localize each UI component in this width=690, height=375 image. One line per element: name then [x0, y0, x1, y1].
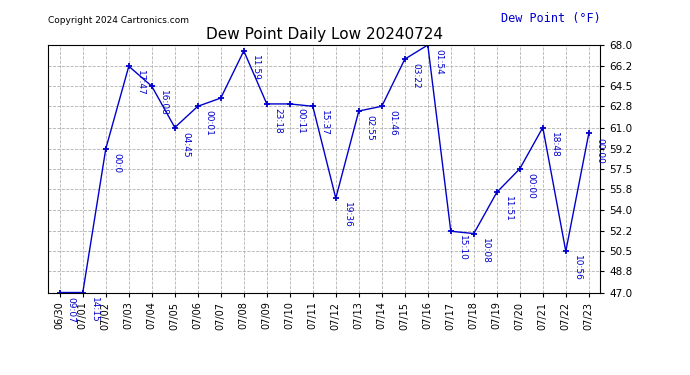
Text: 01:54: 01:54: [435, 49, 444, 75]
Text: 17:47: 17:47: [136, 70, 145, 96]
Text: 11:59: 11:59: [250, 55, 259, 81]
Text: 14:15: 14:15: [90, 297, 99, 322]
Text: Copyright 2024 Cartronics.com: Copyright 2024 Cartronics.com: [48, 16, 189, 25]
Text: 23:18: 23:18: [274, 108, 283, 134]
Text: 15:37: 15:37: [319, 111, 328, 136]
Text: 11:51: 11:51: [504, 196, 513, 222]
Text: 01:46: 01:46: [388, 111, 397, 136]
Text: 02:55: 02:55: [366, 115, 375, 141]
Text: 18:48: 18:48: [550, 132, 559, 158]
Text: Dew Point (°F): Dew Point (°F): [500, 12, 600, 25]
Text: 00:11: 00:11: [297, 108, 306, 134]
Text: 00:0: 00:0: [112, 153, 121, 173]
Text: 16:08: 16:08: [159, 90, 168, 116]
Text: 00:00: 00:00: [526, 173, 535, 199]
Text: 15:10: 15:10: [457, 236, 466, 261]
Text: 03:22: 03:22: [412, 63, 421, 89]
Text: 00:01: 00:01: [205, 111, 214, 136]
Text: 00:00: 00:00: [595, 138, 604, 164]
Text: 04:45: 04:45: [181, 132, 190, 157]
Text: 10:08: 10:08: [481, 238, 490, 264]
Text: 09:07: 09:07: [67, 297, 76, 322]
Text: 19:36: 19:36: [343, 202, 352, 228]
Title: Dew Point Daily Low 20240724: Dew Point Daily Low 20240724: [206, 27, 443, 42]
Text: 10:56: 10:56: [573, 255, 582, 281]
